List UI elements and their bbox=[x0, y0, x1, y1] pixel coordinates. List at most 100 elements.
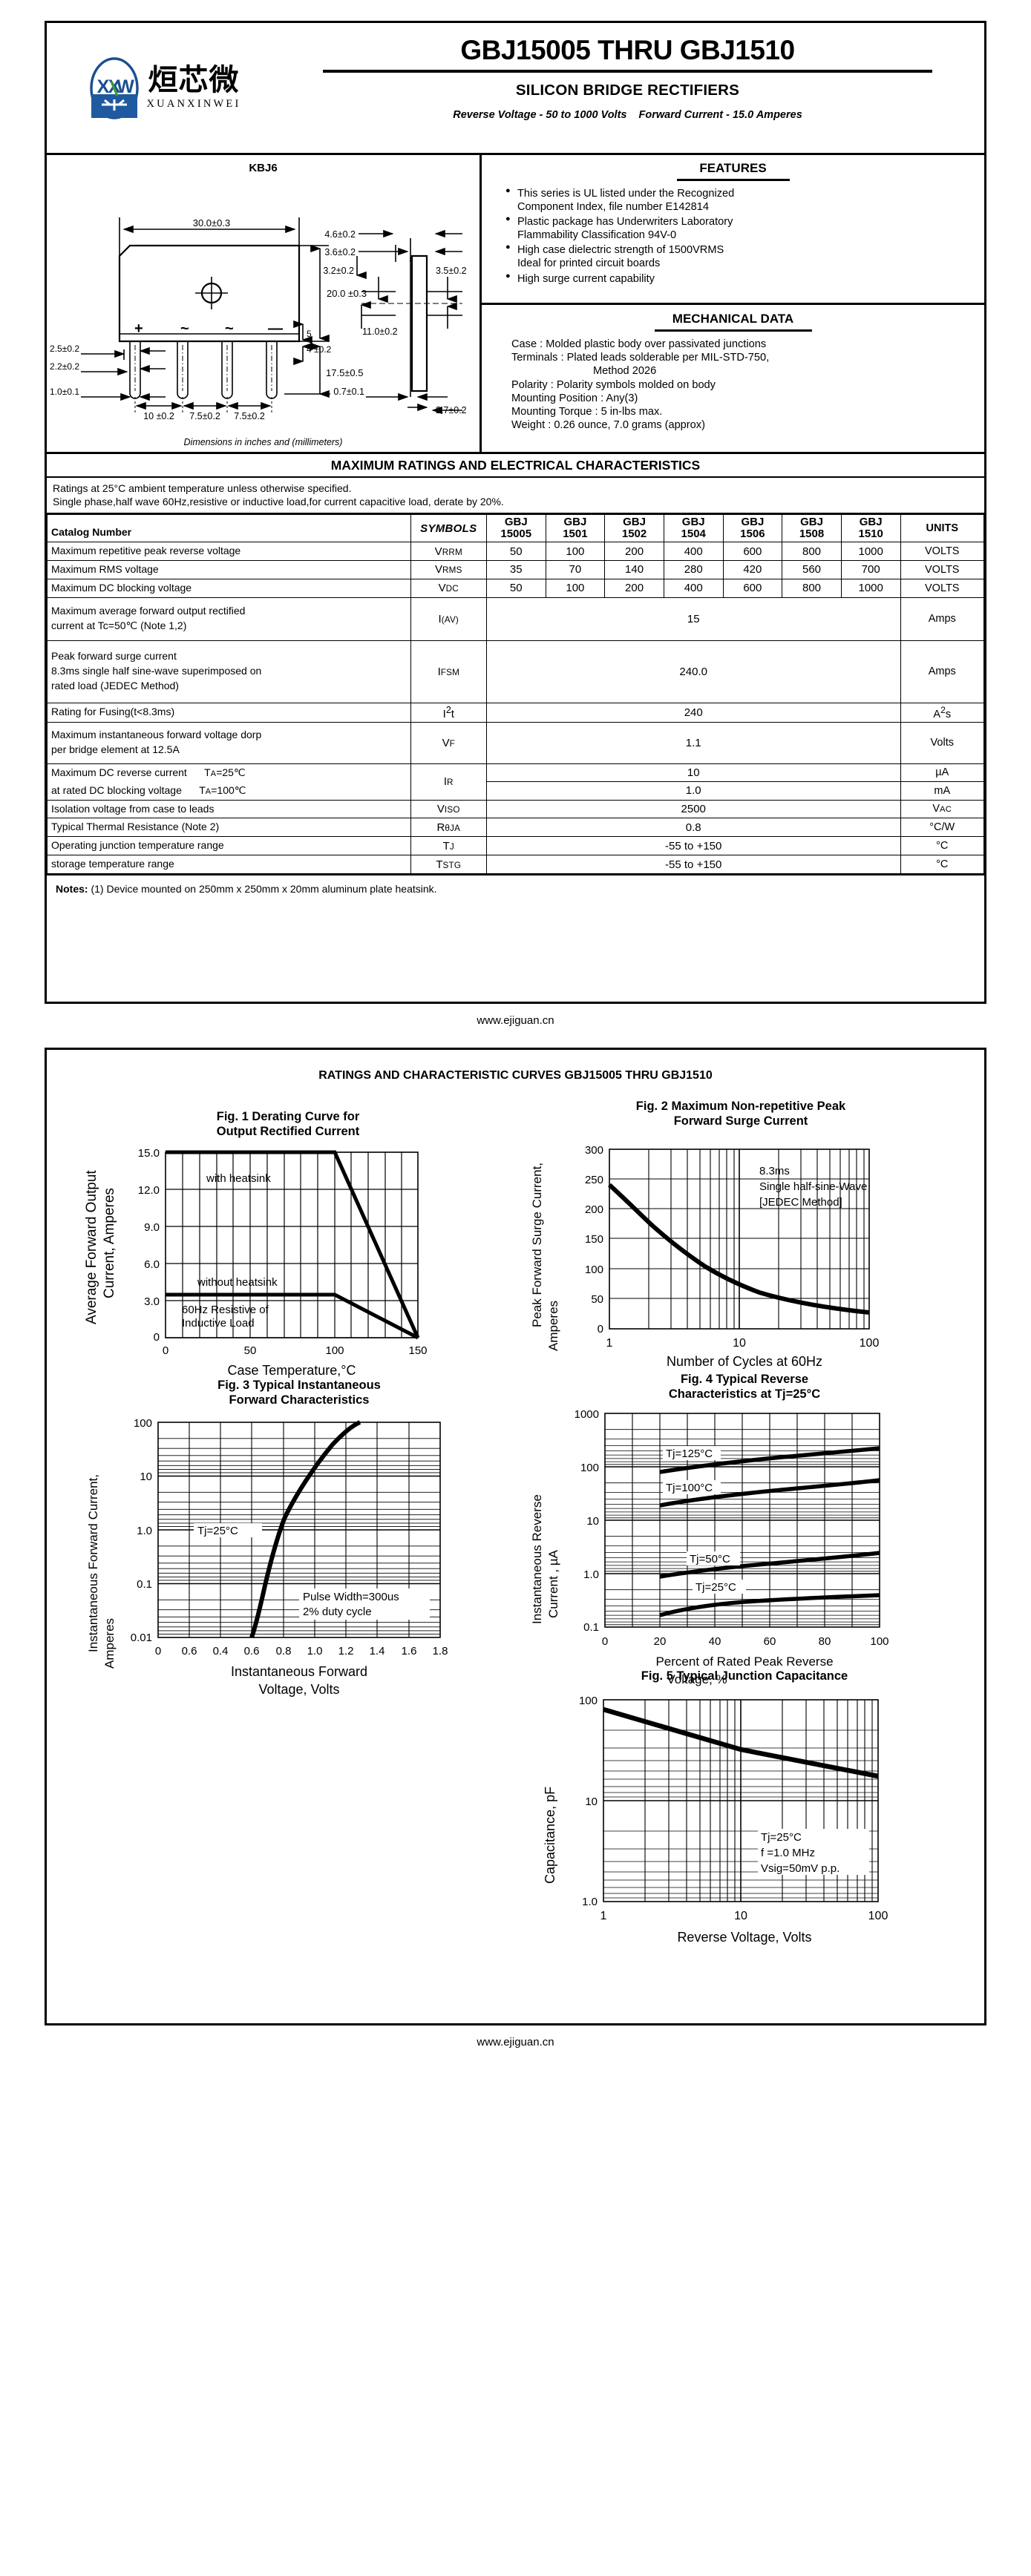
row-param: Maximum DC blocking voltage bbox=[47, 578, 411, 598]
fig3-xtick: 1.2 bbox=[338, 1645, 354, 1657]
row-value: 100 bbox=[545, 578, 606, 598]
part-number-range: GBJ15005 THRU GBJ1510 bbox=[460, 35, 795, 65]
table-row: Maximum average forward output rectified… bbox=[47, 597, 984, 641]
mechanical-line: Terminals : Plated leads solderable per … bbox=[511, 352, 770, 364]
fig1-ytick: 3.0 bbox=[144, 1295, 160, 1308]
row-value: 200 bbox=[604, 578, 664, 598]
ratings-section: MAXIMUM RATINGS AND ELECTRICAL CHARACTER… bbox=[47, 454, 984, 1002]
fig3-anno-bg bbox=[194, 1523, 262, 1538]
row-value: -55 to +150 bbox=[485, 855, 901, 875]
fig1-annotation: Inductive Load bbox=[182, 1317, 255, 1330]
company-logo: X X W 烜芯微 XUANXINWEI bbox=[47, 23, 281, 153]
row-value: 1000 bbox=[840, 578, 901, 598]
dim-35: 3.5±0.2 bbox=[436, 266, 467, 276]
fig1-ytick: 0 bbox=[154, 1331, 160, 1344]
page1-footer-url: www.ejiguan.cn bbox=[477, 1014, 554, 1028]
key-ratings: Reverse Voltage - 50 to 1000 Volts Forwa… bbox=[281, 109, 974, 121]
fig4-ylabel-line1: Instantaneous Reverse bbox=[530, 1494, 544, 1624]
row-value: -55 to +150 bbox=[485, 836, 901, 856]
pin-symbol-ac2: ~ bbox=[225, 321, 234, 337]
row-unit: Amps bbox=[900, 597, 984, 641]
fig5-xlabel: Reverse Voltage, Volts bbox=[677, 1930, 811, 1945]
product-type: SILICON BRIDGE RECTIFIERS bbox=[515, 82, 740, 99]
mechanical-rule bbox=[654, 329, 812, 332]
fig2-ytick: 300 bbox=[585, 1144, 603, 1157]
features-section: FEATURES This series is UL listed under … bbox=[482, 155, 984, 305]
fig4-ytick: 1.0 bbox=[583, 1568, 599, 1581]
col-part-gbj1508: GBJ 1508 bbox=[782, 514, 842, 543]
dim-10: 1.0±0.1 bbox=[50, 387, 79, 397]
table-row: Peak forward surge current 8.3ms single h… bbox=[47, 640, 984, 703]
row-symbol: VRRM bbox=[410, 542, 487, 562]
fig5-annotation: f =1.0 MHz bbox=[761, 1847, 815, 1859]
fig4-series-label: Tj=25°C bbox=[695, 1581, 736, 1594]
dim-32: 3.2±0.2 bbox=[323, 266, 354, 276]
dim-height: 20.0 ±0.3 bbox=[327, 288, 367, 299]
table-notes: Notes: (1) Device mounted on 250mm x 250… bbox=[47, 874, 984, 1002]
row-value: 70 bbox=[545, 560, 606, 579]
mechanical-line: Weight : 0.26 ounce, 7.0 grams (approx) bbox=[511, 419, 705, 432]
row-symbol: I(AV) bbox=[410, 597, 487, 641]
fig4-curve-100c bbox=[659, 1478, 880, 1508]
row-param: Rating for Fusing(t<8.3ms) bbox=[47, 702, 411, 723]
row-param: Maximum instantaneous forward voltage do… bbox=[47, 721, 411, 764]
document-header: X X W 烜芯微 XUANXINWEI GBJ15005 THRU GBJ15… bbox=[47, 23, 984, 155]
row-unit: mA bbox=[900, 781, 984, 801]
fig4-xtick: 0 bbox=[602, 1635, 608, 1648]
fig2-xtick: 100 bbox=[860, 1337, 880, 1350]
table-row: Maximum DC reverse current TA=25℃ IR 10 … bbox=[47, 763, 984, 801]
mechanical-data-section: MECHANICAL DATA Case : Molded plastic bo… bbox=[482, 305, 984, 437]
table-row: Isolation voltage from case to leads VIS… bbox=[47, 799, 984, 819]
fig3-xtick: 1.4 bbox=[370, 1645, 385, 1657]
fig5-xtick: 1 bbox=[600, 1910, 607, 1922]
feature-item: High surge current capability bbox=[505, 272, 974, 286]
row-value: 1.0 bbox=[485, 781, 901, 801]
row-unit: VOLTS bbox=[900, 560, 984, 579]
ratings-condition-line: Single phase,half wave 60Hz,resistive or… bbox=[53, 496, 504, 508]
row-symbol: TJ bbox=[410, 836, 487, 856]
row-value: 560 bbox=[782, 560, 842, 579]
fig2-ylabel-line1: Peak Forward Surge Current, bbox=[530, 1163, 544, 1327]
fig1-plot: Average Forward Output Current, Amperes bbox=[84, 1147, 428, 1378]
row-unit: Volts bbox=[900, 721, 984, 764]
fig2-ytick: 200 bbox=[585, 1203, 603, 1216]
row-unit: VOLTS bbox=[900, 578, 984, 598]
fig5-curve-cj bbox=[603, 1707, 879, 1779]
row-param: Peak forward surge current 8.3ms single h… bbox=[47, 640, 411, 703]
ratings-title: MAXIMUM RATINGS AND ELECTRICAL CHARACTER… bbox=[47, 454, 984, 478]
fig2-ytick: 50 bbox=[591, 1293, 603, 1306]
package-name: KBJ6 bbox=[249, 162, 278, 174]
dim-pitch3: 7.5±0.2 bbox=[234, 411, 265, 421]
svg-text:W: W bbox=[117, 76, 135, 97]
row-unit: °C bbox=[900, 836, 984, 856]
fig1-ytick: 15.0 bbox=[138, 1147, 160, 1160]
ratings-condition-line: Ratings at 25°C ambient temperature unle… bbox=[53, 482, 352, 494]
title-block: GBJ15005 THRU GBJ1510 SILICON BRIDGE REC… bbox=[281, 23, 984, 153]
fig3-xtick: 1.0 bbox=[307, 1645, 323, 1657]
dim-07: 0.7±0.1 bbox=[333, 387, 364, 397]
row-value: 10 bbox=[485, 763, 901, 783]
col-part-gbj1504: GBJ 1504 bbox=[663, 514, 724, 543]
row-value: 240.0 bbox=[485, 640, 901, 703]
row-param: storage temperature range bbox=[47, 855, 411, 875]
svg-text:X: X bbox=[97, 76, 110, 97]
fig5-xtick: 100 bbox=[868, 1910, 888, 1922]
row-param: Maximum DC reverse current TA=25℃ bbox=[47, 763, 411, 782]
row-value: 140 bbox=[604, 560, 664, 579]
fig3-xlabel-line1: Instantaneous Forward bbox=[231, 1664, 367, 1679]
fig1-xtick: 50 bbox=[244, 1344, 257, 1357]
fig3-xtick: 0.6 bbox=[182, 1645, 197, 1657]
col-catalog-number: Catalog Number bbox=[47, 514, 411, 543]
row-value: 1000 bbox=[840, 542, 901, 562]
fig4-ylabel-line2: Current , µA bbox=[546, 1550, 560, 1619]
col-part-gbj1510: GBJ 1510 bbox=[840, 514, 901, 543]
fig1-xtick: 150 bbox=[408, 1344, 427, 1357]
fig4-title: Fig. 4 Typical Reverse Characteristics at… bbox=[668, 1373, 821, 1402]
row-param: Operating junction temperature range bbox=[47, 836, 411, 856]
row-value: 0.8 bbox=[485, 818, 901, 838]
mechanical-line: Case : Molded plastic body over passivat… bbox=[511, 338, 767, 350]
fig3-ytick: 10 bbox=[140, 1471, 152, 1483]
row-param: Maximum average forward output rectified… bbox=[47, 597, 411, 641]
fig4-xlabel-line1: Percent of Rated Peak Reverse bbox=[655, 1655, 833, 1669]
row-value: 240 bbox=[485, 702, 901, 723]
